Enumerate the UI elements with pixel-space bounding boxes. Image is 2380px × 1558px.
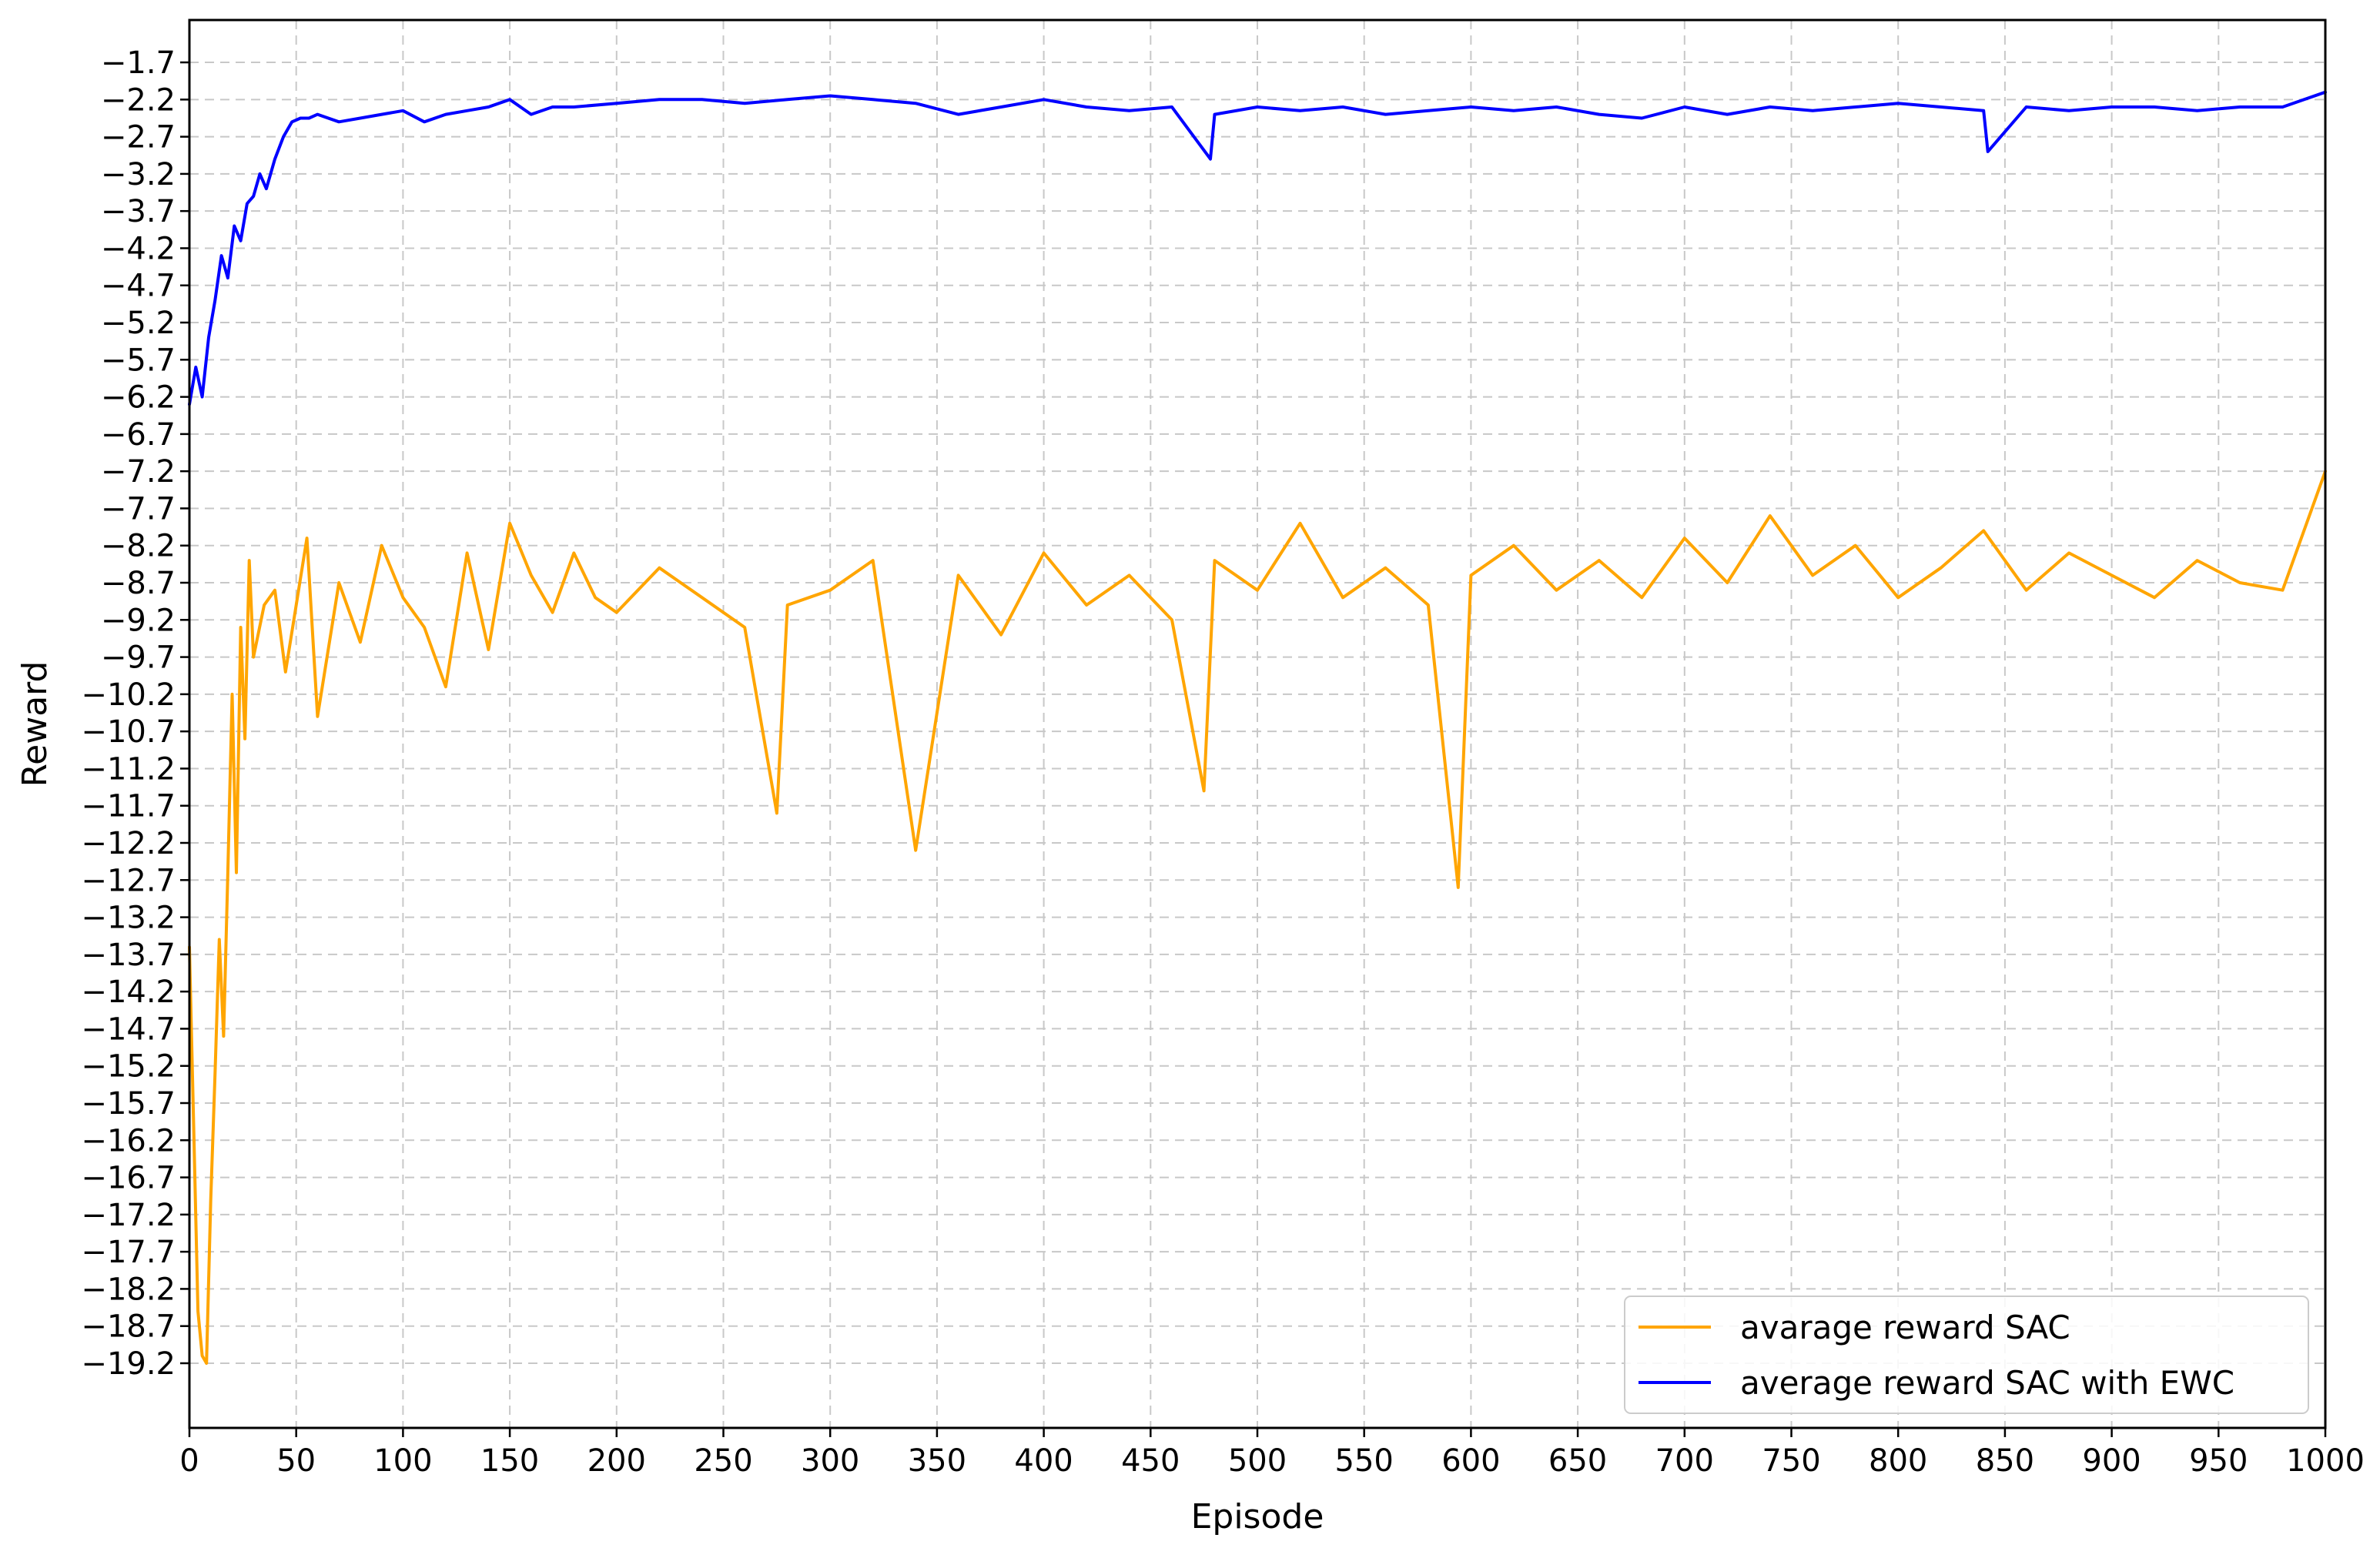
y-tick-label: −18.2 <box>81 1272 176 1307</box>
x-tick-label: 750 <box>1762 1443 1820 1479</box>
y-tick-label: −19.2 <box>81 1346 176 1382</box>
y-tick-label: −16.7 <box>81 1161 176 1196</box>
legend-label-sac-ewc: average reward SAC with EWC <box>1740 1364 2234 1402</box>
legend-box <box>1624 1296 2309 1414</box>
y-tick-label: −8.2 <box>101 529 176 564</box>
y-tick-label: −10.2 <box>81 677 176 713</box>
x-tick-label: 0 <box>179 1443 199 1479</box>
x-tick-label: 550 <box>1335 1443 1394 1479</box>
y-tick-label: −11.7 <box>81 789 176 824</box>
x-tick-label: 150 <box>480 1443 539 1479</box>
y-tick-label: −5.2 <box>101 306 176 341</box>
x-tick-label: 600 <box>1441 1443 1500 1479</box>
x-tick-label: 300 <box>801 1443 859 1479</box>
x-tick-label: 250 <box>694 1443 752 1479</box>
y-tick-label: −17.2 <box>81 1198 176 1233</box>
x-tick-label: 850 <box>1976 1443 2034 1479</box>
y-tick-label: −16.2 <box>81 1123 176 1158</box>
y-tick-label: −7.2 <box>101 454 176 490</box>
x-axis-title: Episode <box>1191 1497 1324 1536</box>
y-tick-label: −14.7 <box>81 1011 176 1047</box>
x-tick-label: 350 <box>908 1443 966 1479</box>
legend-label-sac: avarage reward SAC <box>1740 1309 2070 1346</box>
y-tick-label: −18.7 <box>81 1309 176 1345</box>
y-tick-label: −15.7 <box>81 1086 176 1122</box>
ticks: 0 50 100 150 200 250 300 350 400 450 500 550 600 650 7… <box>81 45 2364 1479</box>
grid <box>189 20 2326 1428</box>
x-tick-label: 400 <box>1014 1443 1073 1479</box>
y-tick-label: −3.2 <box>101 157 176 192</box>
y-tick-label: −9.2 <box>101 603 176 638</box>
y-tick-label: −7.7 <box>101 491 176 527</box>
y-tick-label: −14.2 <box>81 975 176 1010</box>
y-tick-label: −2.2 <box>101 82 176 118</box>
x-tick-label: 800 <box>1869 1443 1927 1479</box>
x-tick-label: 500 <box>1228 1443 1287 1479</box>
plot-frame <box>188 18 2327 1429</box>
y-tick-label: −8.7 <box>101 566 176 601</box>
x-tick-label: 700 <box>1655 1443 1714 1479</box>
y-tick-label: −11.2 <box>81 751 176 787</box>
y-tick-label: −10.7 <box>81 714 176 750</box>
series-lines <box>188 90 2327 1365</box>
x-tick-label: 100 <box>373 1443 432 1479</box>
y-tick-label: −13.2 <box>81 901 176 936</box>
y-tick-label: −17.7 <box>81 1235 176 1270</box>
y-tick-label: −4.7 <box>101 269 176 304</box>
y-tick-label: −12.2 <box>81 826 176 861</box>
y-tick-label: −5.7 <box>101 343 176 378</box>
x-tick-label: 900 <box>2082 1443 2141 1479</box>
y-tick-label: −9.7 <box>101 640 176 676</box>
y-tick-label: −15.2 <box>81 1049 176 1085</box>
y-tick-label: −12.7 <box>81 863 176 898</box>
series-line-sac-ewc <box>188 90 2327 406</box>
x-tick-label: 450 <box>1121 1443 1180 1479</box>
legend: avarage reward SAC average reward SAC wi… <box>1624 1296 2309 1414</box>
y-tick-label: −1.7 <box>101 45 176 81</box>
y-tick-label: −6.7 <box>101 417 176 453</box>
x-tick-label: 1000 <box>2286 1443 2365 1479</box>
y-axis-title: Reward <box>15 661 55 787</box>
y-tick-label: −13.7 <box>81 938 176 973</box>
series-line-sac <box>188 470 2327 1365</box>
y-tick-label: −2.7 <box>101 120 176 155</box>
x-tick-label: 950 <box>2189 1443 2248 1479</box>
x-tick-label: 50 <box>276 1443 316 1479</box>
x-tick-label: 650 <box>1548 1443 1607 1479</box>
y-tick-label: −3.7 <box>101 194 176 229</box>
y-tick-label: −6.2 <box>101 380 176 416</box>
x-tick-label: 200 <box>587 1443 646 1479</box>
y-tick-label: −4.2 <box>101 231 176 266</box>
